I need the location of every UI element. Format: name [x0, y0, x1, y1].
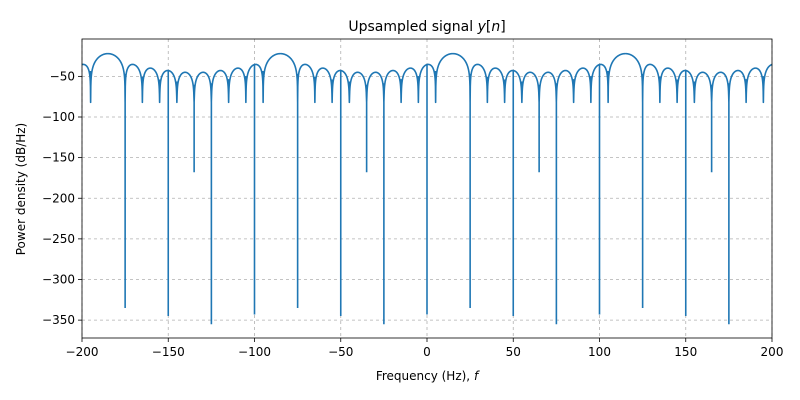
- plot-area: [82, 52, 772, 325]
- y-tick-label: −150: [42, 151, 75, 165]
- y-tick-label: −300: [42, 273, 75, 287]
- x-tick-label: −200: [66, 345, 99, 359]
- x-tick-label: 200: [761, 345, 784, 359]
- x-axis-label-text: Frequency (Hz),: [376, 369, 474, 383]
- chart-title-main: Upsampled signal: [348, 19, 477, 35]
- chart-title-open: [: [486, 19, 491, 35]
- x-axis-label-math: f: [474, 369, 480, 383]
- x-tick-label: 150: [674, 345, 697, 359]
- chart-title-math: y: [477, 19, 487, 35]
- x-tick-label: −150: [152, 345, 185, 359]
- chart-title-var: n: [491, 19, 500, 35]
- x-tick-label: −50: [328, 345, 353, 359]
- y-tick-label: −200: [42, 191, 75, 205]
- x-tick-label: 0: [423, 345, 431, 359]
- series-line: [82, 52, 772, 325]
- y-tick-label: −250: [42, 232, 75, 246]
- y-tick-label: −50: [50, 69, 75, 83]
- ticks: −200 −150 −100 −50 0 50 100 150 200 −50 −100 −150 −2…: [42, 69, 783, 359]
- y-tick-label: −100: [42, 110, 75, 124]
- chart-title: Upsampled signal y[n]: [348, 19, 505, 35]
- x-tick-label: 50: [506, 345, 521, 359]
- chart-title-close: ]: [500, 19, 505, 35]
- x-axis-label: Frequency (Hz), f: [376, 369, 480, 383]
- x-tick-label: −100: [238, 345, 271, 359]
- y-axis-label: Power density (dB/Hz): [14, 123, 28, 256]
- y-tick-label: −350: [42, 313, 75, 327]
- x-tick-label: 100: [588, 345, 611, 359]
